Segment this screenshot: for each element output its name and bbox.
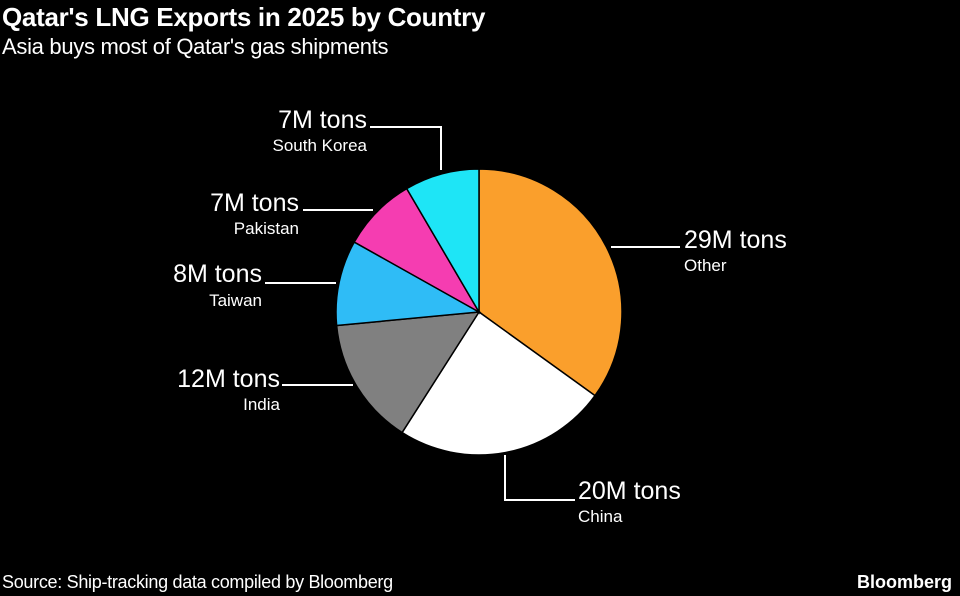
pie-slice-india [335, 311, 481, 434]
bloomberg-logo: Bloomberg [856, 572, 952, 592]
slice-category-label: Other [684, 256, 727, 275]
slice-value-label: 8M tons [173, 260, 262, 288]
slice-category-label: South Korea [272, 136, 367, 155]
pie-slice-other [478, 168, 623, 397]
slice-value-label: 20M tons [578, 477, 681, 505]
slice-value-label: 7M tons [278, 106, 367, 134]
pie-slice-taiwan [335, 241, 482, 327]
leader-line [504, 455, 575, 501]
chart-subtitle: Asia buys most of Qatar's gas shipments [2, 34, 389, 59]
leader-line [370, 126, 442, 170]
slice-value-label: 12M tons [177, 365, 280, 393]
slice-category-label: Pakistan [234, 219, 299, 238]
slice-value-label: 7M tons [210, 189, 299, 217]
slice-category-label: China [578, 507, 623, 526]
pie-slice-south-korea [405, 168, 480, 315]
slice-category-label: India [243, 395, 280, 414]
slice-category-label: Taiwan [209, 291, 262, 310]
pie-slice-china [401, 310, 597, 456]
source-note: Source: Ship-tracking data compiled by B… [2, 572, 393, 592]
chart-title: Qatar's LNG Exports in 2025 by Country [2, 2, 486, 32]
slice-value-label: 29M tons [684, 226, 787, 254]
